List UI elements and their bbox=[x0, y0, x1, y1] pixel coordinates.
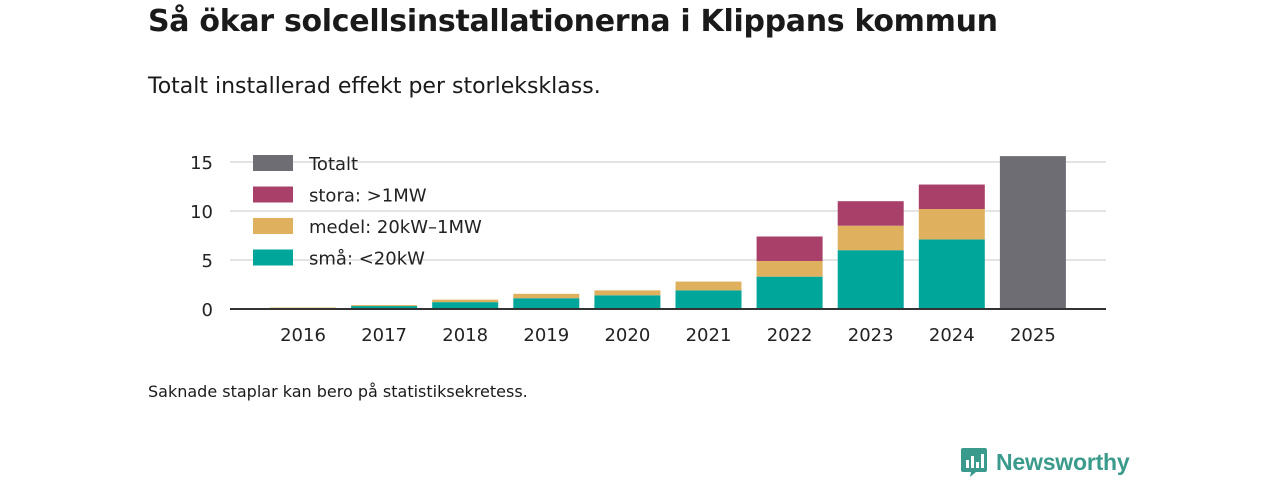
legend-swatch-sma bbox=[253, 249, 293, 266]
y-axis-ticks: 0 5 10 15 bbox=[190, 153, 213, 321]
bar-sma-2020 bbox=[594, 295, 661, 309]
legend-swatch-medel bbox=[253, 218, 293, 234]
bar-medel-2022 bbox=[756, 260, 823, 277]
bar-sma-2021 bbox=[675, 290, 742, 309]
x-tick-label-2022: 2022 bbox=[767, 325, 813, 346]
x-tick-label-2016: 2016 bbox=[280, 325, 326, 346]
bar-medel-2020 bbox=[594, 290, 661, 296]
legend-label-stora: stora: >1MW bbox=[309, 186, 427, 207]
y-tick-label: 15 bbox=[190, 153, 213, 174]
y-tick-label: 10 bbox=[190, 202, 213, 223]
bar-stora-2022 bbox=[756, 236, 823, 261]
bar-stora-2023 bbox=[837, 201, 904, 226]
x-tick-label-2020: 2020 bbox=[604, 325, 650, 346]
bar-medel-2016 bbox=[270, 307, 336, 309]
bar-sma-2023 bbox=[837, 250, 904, 309]
bar-stora-2024 bbox=[918, 184, 985, 210]
x-tick-label-2019: 2019 bbox=[523, 325, 569, 346]
chart-title: Så ökar solcellsinstallationerna i Klipp… bbox=[148, 4, 998, 39]
bar-medel-2019 bbox=[513, 293, 580, 299]
bar-medel-2018 bbox=[432, 299, 499, 303]
x-tick-label-2018: 2018 bbox=[442, 325, 488, 346]
chart-subtitle: Totalt installerad effekt per storlekskl… bbox=[148, 74, 601, 99]
legend-label-totalt: Totalt bbox=[308, 154, 358, 175]
bar-medel-2024 bbox=[918, 209, 985, 240]
bar-sma-2024 bbox=[918, 239, 985, 309]
legend-swatch-totalt bbox=[253, 155, 293, 171]
x-tick-label-2017: 2017 bbox=[361, 325, 407, 346]
y-tick-label: 0 bbox=[202, 300, 213, 321]
legend-label-sma: små: <20kW bbox=[309, 249, 425, 270]
bar-sma-2022 bbox=[756, 276, 823, 309]
newsworthy-logo[interactable]: Newsworthy bbox=[960, 446, 1130, 478]
newsworthy-logo-icon bbox=[961, 448, 987, 477]
footnote: Saknade staplar kan bero på statistiksek… bbox=[148, 382, 528, 401]
legend-swatch-stora bbox=[253, 186, 293, 203]
bar-medel-2023 bbox=[837, 225, 904, 251]
bar-medel-2017 bbox=[351, 305, 418, 307]
x-tick-label-2024: 2024 bbox=[929, 325, 975, 346]
bar-sma-2018 bbox=[432, 302, 499, 309]
bar-totalt-2025 bbox=[999, 156, 1066, 309]
bar-sma-2017 bbox=[351, 306, 418, 309]
x-tick-label-2025: 2025 bbox=[1010, 325, 1056, 346]
bar-sma-2019 bbox=[513, 298, 580, 309]
x-axis-ticks: 2016 2017 2018 2019 2020 2021 2022 2023 2024 2025 bbox=[280, 325, 1056, 346]
bars bbox=[270, 156, 1066, 309]
legend: Totalt stora: >1MW medel: 20kW–1MW små: <20… bbox=[253, 154, 482, 270]
newsworthy-brand-name: Newsworthy bbox=[996, 448, 1130, 475]
x-tick-label-2021: 2021 bbox=[686, 325, 732, 346]
y-tick-label: 5 bbox=[202, 251, 213, 272]
x-tick-label-2023: 2023 bbox=[848, 325, 894, 346]
bar-medel-2021 bbox=[675, 281, 742, 291]
legend-label-medel: medel: 20kW–1MW bbox=[309, 217, 482, 238]
